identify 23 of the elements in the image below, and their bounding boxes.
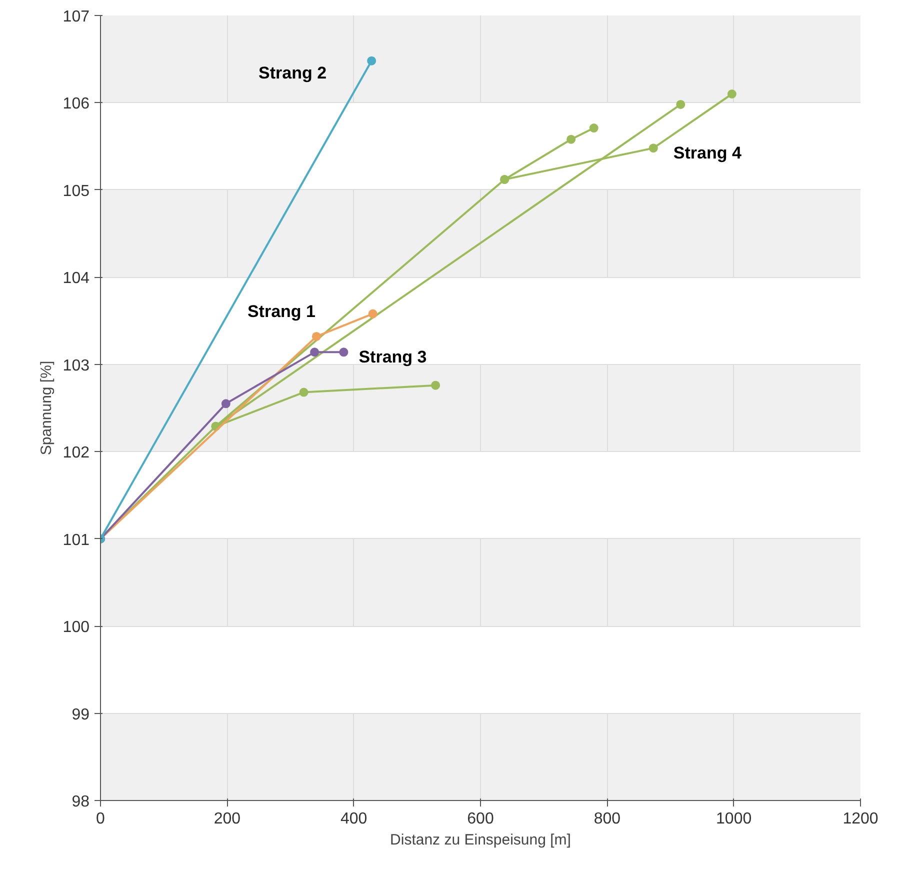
y-tick-label: 102: [62, 444, 90, 462]
series-label: Strang 3: [358, 348, 427, 367]
y-axis-title: Spannung [%]: [38, 360, 55, 456]
x-tick-label: 800: [594, 810, 621, 828]
y-tick-label: 106: [62, 96, 90, 113]
y-tick-label: 99: [72, 706, 90, 724]
y-tick-label: 98: [72, 794, 90, 810]
series-label: Strang 1: [247, 302, 316, 321]
x-tick-label: 600: [467, 810, 494, 828]
y-tick-label: 103: [62, 357, 90, 374]
x-tick-label: 200: [214, 810, 241, 828]
y-tick-label: 100: [62, 619, 90, 636]
x-tick-label: 0: [96, 810, 106, 828]
x-tick-label: 400: [340, 810, 368, 828]
y-tick-label: 107: [62, 8, 90, 26]
series-label: Strang 2: [258, 63, 327, 82]
y-tick-label: 104: [62, 270, 90, 288]
x-axis-title: Distanz zu Einspeisung [m]: [390, 832, 571, 848]
y-tick-label: 105: [62, 182, 90, 200]
x-tick-label: 1000: [716, 810, 752, 828]
series-label: Strang 4: [673, 144, 742, 163]
y-tick-label: 101: [62, 532, 90, 549]
x-tick-label: 1200: [842, 810, 878, 828]
